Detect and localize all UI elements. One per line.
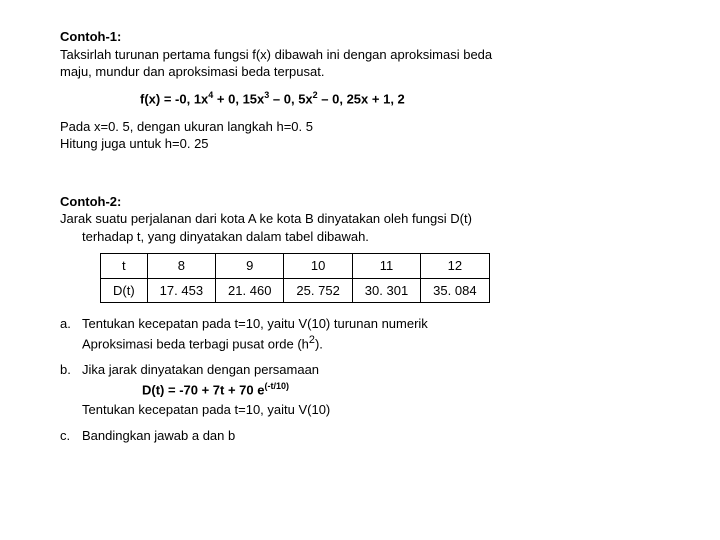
b-line1: Jika jarak dinyatakan dengan persamaan [82,361,660,379]
cell: 17. 453 [147,278,215,303]
cell-t-header: t [101,254,148,279]
a-line2: Aproksimasi beda terbagi pusat orde (h2)… [82,333,660,353]
ex2-prompt-line2: terhadap t, yang dinyatakan dalam tabel … [60,228,660,246]
cell: 8 [147,254,215,279]
item-a: a. Tentukan kecepatan pada t=10, yaitu V… [60,315,660,352]
cell: 10 [284,254,352,279]
cell: 12 [421,254,489,279]
label-a: a. [60,315,82,352]
ex1-prompt-line1: Taksirlah turunan pertama fungsi f(x) di… [60,46,660,64]
ex2-prompt-line1: Jarak suatu perjalanan dari kota A ke ko… [60,210,660,228]
label-c: c. [60,427,82,445]
example-2: Contoh-2: Jarak suatu perjalanan dari ko… [60,193,660,445]
table-row: D(t) 17. 453 21. 460 25. 752 30. 301 35.… [101,278,490,303]
ex2-heading: Contoh-2: [60,193,660,211]
item-b: b. Jika jarak dinyatakan dengan persamaa… [60,361,660,419]
cell: 9 [216,254,284,279]
ex1-heading: Contoh-1: [60,28,660,46]
cell: 11 [352,254,420,279]
ex1-formula: f(x) = -0, 1x4 + 0, 15x3 – 0, 5x2 – 0, 2… [60,89,660,108]
label-b: b. [60,361,82,419]
cell-d-header: D(t) [101,278,148,303]
b-line2: Tentukan kecepatan pada t=10, yaitu V(10… [82,401,660,419]
b-equation: D(t) = -70 + 7t + 70 e(-t/10) [82,380,660,399]
data-table: t 8 9 10 11 12 D(t) 17. 453 21. 460 25. … [100,253,490,303]
c-line1: Bandingkan jawab a dan b [82,427,660,445]
a-line1: Tentukan kecepatan pada t=10, yaitu V(10… [82,315,660,333]
item-c: c. Bandingkan jawab a dan b [60,427,660,445]
cell: 30. 301 [352,278,420,303]
ex1-note1: Pada x=0. 5, dengan ukuran langkah h=0. … [60,118,660,136]
ex1-note2: Hitung juga untuk h=0. 25 [60,135,660,153]
cell: 21. 460 [216,278,284,303]
ex1-prompt-line2: maju, mundur dan aproksimasi beda terpus… [60,63,660,81]
cell: 35. 084 [421,278,489,303]
example-1: Contoh-1: Taksirlah turunan pertama fung… [60,28,660,153]
table-row: t 8 9 10 11 12 [101,254,490,279]
cell: 25. 752 [284,278,352,303]
